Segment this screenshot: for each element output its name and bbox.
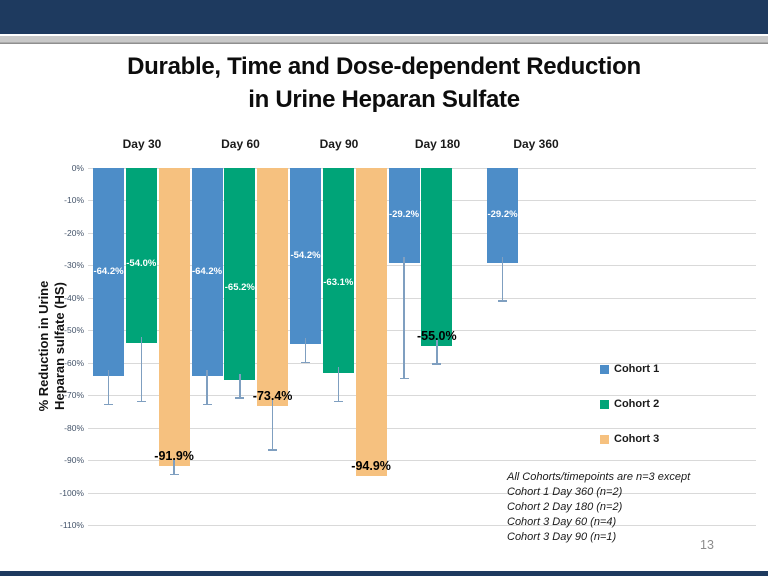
bar (224, 168, 256, 380)
bar-value-label: -64.2% (93, 266, 124, 278)
note-line: Cohort 3 Day 60 (n=4) (507, 516, 617, 528)
note-line: All Cohorts/timepoints are n=3 except (507, 471, 691, 483)
bar-value-label: -29.2% (487, 209, 518, 221)
bar (158, 168, 190, 467)
note-line: Cohort 2 Day 180 (n=2) (507, 501, 623, 513)
category-label: Day 30 (122, 137, 162, 151)
y-tick-label: -20% (64, 227, 84, 238)
gridline (88, 492, 756, 494)
y-tick-label: -30% (64, 260, 84, 271)
y-tick-label: -10% (64, 195, 84, 206)
bar (93, 168, 124, 377)
legend-swatch (600, 399, 609, 409)
error-bar-cap (399, 377, 409, 380)
error-bar-line (107, 370, 110, 405)
error-bar-cap (235, 397, 245, 399)
y-tick-label: -50% (64, 325, 84, 336)
bar-value-label: -73.4% (252, 389, 293, 404)
error-bar-cap (104, 403, 113, 406)
y-tick-label: -60% (64, 357, 84, 368)
y-tick-label: -70% (64, 390, 84, 401)
y-tick-label: -40% (64, 292, 84, 303)
y-axis-title-line1: % Reduction in Urine (36, 280, 51, 412)
bar (388, 168, 420, 263)
error-bar-line (337, 366, 340, 402)
gridline (88, 395, 756, 397)
bar-value-label: -63.1% (323, 277, 354, 289)
legend-item: Cohort 1 (600, 363, 659, 375)
header-bar (0, 0, 768, 34)
legend-label: Cohort 3 (614, 433, 660, 445)
gridline (88, 362, 756, 364)
note-line: Cohort 1 Day 360 (n=2) (507, 486, 623, 498)
y-tick-label: -100% (59, 487, 84, 498)
bar-value-label: -55.0% (416, 329, 457, 344)
header-divider (0, 34, 768, 44)
legend-item: Cohort 3 (600, 433, 659, 445)
y-tick-label: 0% (71, 163, 84, 173)
slide-title: Durable, Time and Dose-dependent Reducti… (0, 50, 768, 116)
gridline (88, 524, 756, 526)
legend-swatch (600, 364, 609, 374)
bar (421, 168, 453, 347)
error-bar-line (436, 340, 438, 365)
error-bar-cap (333, 400, 343, 403)
legend-label: Cohort 2 (614, 398, 660, 410)
slide-title-line2: in Urine Heparan Sulfate (248, 86, 520, 113)
gridline (88, 427, 756, 429)
category-label: Day 90 (319, 137, 359, 151)
bar (290, 168, 321, 344)
bar-value-label: -64.2% (191, 266, 223, 278)
legend-item: Cohort 2 (600, 398, 659, 410)
y-tick-label: -90% (64, 455, 84, 466)
bar-value-label: -29.2% (388, 209, 420, 221)
bar-value-label: -91.9% (154, 449, 194, 464)
legend-swatch (600, 434, 609, 444)
error-bar-line (239, 373, 241, 399)
error-bar-line (140, 337, 143, 402)
category-label: Day 60 (221, 137, 260, 151)
error-bar-cap (301, 361, 310, 364)
bar-value-label: -94.9% (351, 458, 391, 473)
footer-bar (0, 571, 768, 576)
bar (355, 168, 387, 476)
page-number: 13 (700, 538, 714, 552)
error-bar-cap (268, 449, 278, 451)
category-label: Day 180 (414, 137, 461, 151)
error-bar-cap (498, 300, 507, 302)
y-tick-label: -80% (64, 422, 84, 433)
sample-size-notes: All Cohorts/timepoints are n=3 except Coh… (507, 470, 757, 545)
bar (125, 168, 157, 344)
gridline (88, 460, 756, 462)
error-bar-cap (169, 473, 179, 476)
bar (322, 168, 354, 373)
error-bar-line (206, 370, 208, 405)
bar (257, 168, 289, 407)
bar-value-label: -54.0% (126, 257, 157, 269)
note-line: Cohort 3 Day 90 (n=1) (507, 531, 617, 543)
bar (191, 168, 223, 377)
legend-label: Cohort 1 (614, 363, 660, 375)
y-tick-label: -110% (60, 519, 84, 530)
bar-value-label: -54.2% (290, 249, 321, 261)
y-axis-title-line2: Heparan sulfate (HS) (52, 282, 67, 410)
error-bar-line (173, 460, 175, 475)
category-label: Day 360 (513, 137, 559, 151)
y-axis-title: % Reduction in Urine Heparan sulfate (HS… (36, 246, 68, 446)
error-bar-line (271, 400, 274, 451)
bar (487, 168, 518, 263)
error-bar-line (304, 337, 307, 363)
slide-title-line1: Durable, Time and Dose-dependent Reducti… (127, 53, 641, 80)
error-bar-cap (136, 400, 146, 403)
bar-value-label: -65.2% (224, 281, 255, 293)
error-bar-cap (202, 403, 212, 406)
error-bar-line (501, 256, 504, 302)
error-bar-cap (432, 363, 442, 365)
error-bar-line (403, 256, 405, 379)
